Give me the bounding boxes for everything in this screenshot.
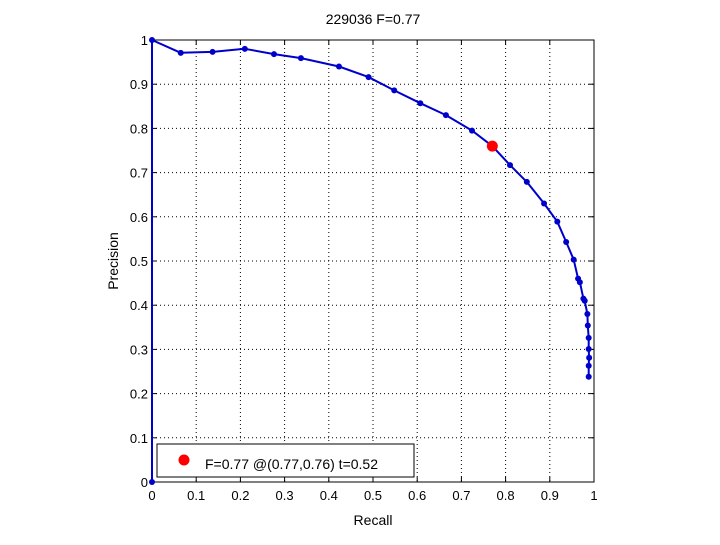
pr-curve-point <box>554 218 561 225</box>
pr-curve-point <box>541 200 548 207</box>
pr-curve-point <box>177 49 184 56</box>
x-tick-label: 0 <box>148 488 155 503</box>
y-tick-label: 0.6 <box>130 210 148 225</box>
chart-title: 229036 F=0.77 <box>326 11 421 27</box>
x-tick-label: 0.3 <box>276 488 294 503</box>
x-tick-label: 0.5 <box>364 488 382 503</box>
tick-marks <box>151 39 595 483</box>
x-tick-label: 0.2 <box>231 488 249 503</box>
y-tick-label: 0.9 <box>130 77 148 92</box>
legend: F=0.77 @(0.77,0.76) t=0.52 <box>156 443 415 478</box>
pr-curve-point <box>581 297 588 304</box>
pr-curve-point <box>523 178 530 185</box>
x-axis-label: Recall <box>354 512 393 528</box>
pr-curve-point <box>209 48 216 55</box>
pr-curve-point <box>585 345 592 352</box>
x-tick-label: 1 <box>590 488 597 503</box>
pr-curve-point <box>442 112 449 119</box>
pr-curve-point <box>585 362 592 369</box>
pr-curve-point <box>585 373 592 380</box>
y-tick-label: 0.3 <box>130 342 148 357</box>
pr-curve-point <box>149 37 155 43</box>
best-f-point <box>486 140 498 152</box>
pr-curve-point <box>586 354 593 361</box>
pr-curve-point <box>417 100 424 107</box>
pr-curve-point <box>584 322 591 329</box>
pr-curve-point <box>391 87 398 94</box>
x-tick-label: 0.9 <box>541 488 559 503</box>
y-tick-label: 0.2 <box>130 387 148 402</box>
pr-curve-point <box>365 74 372 81</box>
y-tick-label: 0.5 <box>130 254 148 269</box>
pr-curve-point <box>270 51 277 58</box>
x-tick-label: 0.6 <box>408 488 426 503</box>
y-tick-label: 1 <box>141 33 148 48</box>
series-layer <box>149 37 593 485</box>
legend-box <box>156 443 415 478</box>
pr-curve-point <box>576 279 583 286</box>
y-tick-label: 0 <box>141 475 148 490</box>
y-tick-label: 0.1 <box>130 431 148 446</box>
grid <box>152 40 594 482</box>
pr-curve-point <box>149 479 155 485</box>
legend-marker <box>178 454 190 466</box>
pr-curve-point <box>469 127 476 134</box>
pr-curve-point <box>570 256 577 263</box>
pr-curve-point <box>507 162 514 169</box>
y-tick-label: 0.7 <box>130 166 148 181</box>
pr-curve-point <box>584 311 591 318</box>
x-tick-labels: 0 0.1 0.2 0.3 0.4 0.5 0.6 0.7 0.8 0.9 1 <box>148 488 597 503</box>
x-tick-label: 0.4 <box>320 488 338 503</box>
legend-label: F=0.77 @(0.77,0.76) t=0.52 <box>205 456 378 472</box>
pr-curve-point <box>297 55 304 62</box>
x-tick-label: 0.7 <box>452 488 470 503</box>
pr-curve-point <box>241 45 248 52</box>
y-axis-label: Precision <box>105 232 121 290</box>
y-tick-labels: 0 0.1 0.2 0.3 0.4 0.5 0.6 0.7 0.8 0.9 1 <box>130 33 148 490</box>
y-tick-label: 0.4 <box>130 298 148 313</box>
y-tick-label: 0.8 <box>130 121 148 136</box>
x-tick-label: 0.1 <box>187 488 205 503</box>
pr-curve-point <box>585 334 592 341</box>
pr-curve-point <box>563 238 570 245</box>
x-tick-label: 0.8 <box>497 488 515 503</box>
pr-curve-point <box>335 63 342 70</box>
